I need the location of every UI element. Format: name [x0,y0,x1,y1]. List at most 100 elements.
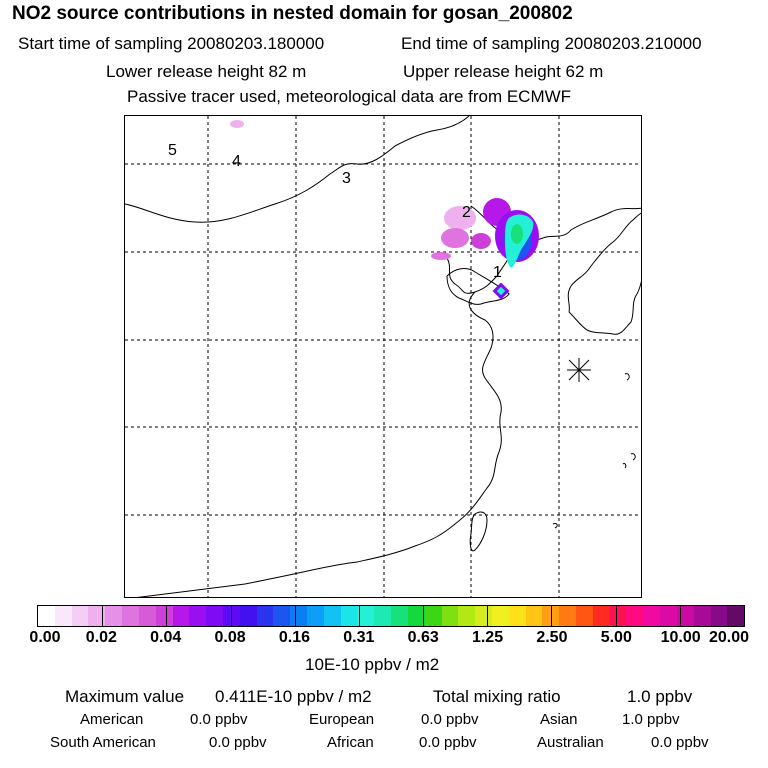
colorbar-swatch [609,606,627,626]
source-african-value: 0.0 ppbv [419,734,477,751]
source-asian-value: 1.0 ppbv [622,711,680,728]
source-european-value: 0.0 ppbv [421,711,479,728]
colorbar-swatch [88,606,106,626]
end-time-label: End time of sampling 20080203.210000 [401,34,702,53]
colorbar-swatch [374,606,392,626]
coastline-japan-islands [552,373,636,529]
source-asian-label: Asian [540,711,578,728]
colorbar-swatch [475,606,492,626]
colorbar-swatch [172,606,190,626]
source-american-label: American [80,711,144,728]
colorbar-tick-label: 0.04 [150,629,182,646]
colorbar-tick-label: 5.00 [600,629,632,646]
receptor-box-inner [496,286,506,296]
colorbar-swatch [693,606,711,626]
colorbar-separator [423,606,425,626]
total-mixing-value: 1.0 ppbv [627,687,693,706]
colorbar-swatch [559,606,576,626]
tracer-note: Passive tracer used, meteorological data… [127,87,572,106]
colorbar-swatch [290,606,307,626]
colorbar-swatch [542,606,560,626]
colorbar-separator [615,606,617,626]
colorbar-swatch [323,606,341,626]
colorbar-tick-label: 1.25 [471,629,504,646]
colorbar [37,605,745,627]
colorbar-swatch [307,606,324,626]
colorbar-tick-label: 0.00 [29,629,61,646]
coastline-mainland [137,227,530,597]
coastline-korea [567,212,641,335]
source-african-label: African [327,734,374,751]
colorbar-swatch [626,606,644,626]
label-3: 3 [342,170,351,187]
receptor-number-labels: 5 4 3 2 1 [168,142,502,281]
upper-release-label: Upper release height 62 m [403,62,604,81]
colorbar-swatch [441,606,459,626]
label-2: 2 [462,204,471,221]
colorbar-swatch [491,606,509,626]
colorbar-tick-label: 0.02 [85,629,117,646]
colorbar-swatch [357,606,375,626]
colorbar-swatch [122,606,139,626]
source-australian-value: 0.0 ppbv [651,734,709,751]
plume-core-green [511,224,523,244]
colorbar-swatch [525,606,543,626]
max-value: 0.411E-10 ppbv / m2 [215,687,372,706]
colorbar-tick-label: 10.00 [660,629,701,646]
coastline-north-border [125,116,470,223]
colorbar-tick-label: 2.50 [536,629,568,646]
colorbar-swatch [256,606,274,626]
colorbar-tick-label: 0.31 [343,629,375,646]
source-american-value: 0.0 ppbv [190,711,248,728]
colorbar-separator [230,606,232,626]
label-1: 1 [493,264,502,281]
colorbar-swatch [710,606,728,626]
map-gridlines [125,116,641,597]
source-australian-label: Australian [537,734,604,751]
map-canvas: 5 4 3 2 1 [125,116,641,597]
colorbar-swatch [576,606,593,626]
max-value-label: Maximum value [65,687,185,706]
colorbar-swatch [38,606,55,626]
chart-title: NO2 source contributions in nested domai… [12,3,573,24]
colorbar-separator [679,606,681,626]
total-mixing-label: Total mixing ratio [433,687,561,706]
plume-contours [230,120,539,300]
colorbar-swatch [340,606,358,626]
lower-release-label: Lower release height 82 m [106,62,307,81]
receptor-marker [567,358,591,382]
colorbar-swatch [155,606,173,626]
colorbar-swatch [676,606,694,626]
plume-patch-light-3 [431,252,451,260]
colorbar-swatch [189,606,207,626]
colorbar-swatch [54,606,72,626]
colorbar-swatch [105,606,123,626]
colorbar-unit-label: 10E-10 ppbv / m2 [305,655,440,674]
map-plot-area: 5 4 3 2 1 [124,115,642,598]
start-time-label: Start time of sampling 20080203.180000 [18,34,325,53]
colorbar-swatch [592,606,610,626]
colorbar-tick-label: 0.63 [407,629,439,646]
colorbar-swatch [206,606,223,626]
colorbar-swatch [424,606,442,626]
colorbar-swatch [138,606,156,626]
plume-patch-light-2 [441,228,469,248]
colorbar-swatch [273,606,291,626]
colorbar-tick-label: 0.16 [278,629,311,646]
colorbar-tick-label: 0.08 [214,629,246,646]
colorbar-swatch [660,606,677,626]
label-5: 5 [168,142,177,159]
colorbar-separator [551,606,553,626]
colorbar-swatch [643,606,661,626]
colorbar-swatch [727,606,745,626]
source-european-label: European [309,711,375,728]
colorbar-separator [102,606,104,626]
coastline-shandong [446,268,510,305]
colorbar-swatch [458,606,476,626]
plume-patch-top-left [230,120,244,128]
colorbar-swatch [407,606,425,626]
colorbar-separator [294,606,296,626]
colorbar-separator [166,606,168,626]
source-south-american-label: South American [50,734,156,751]
colorbar-tick-label: 20.00 [708,629,750,646]
